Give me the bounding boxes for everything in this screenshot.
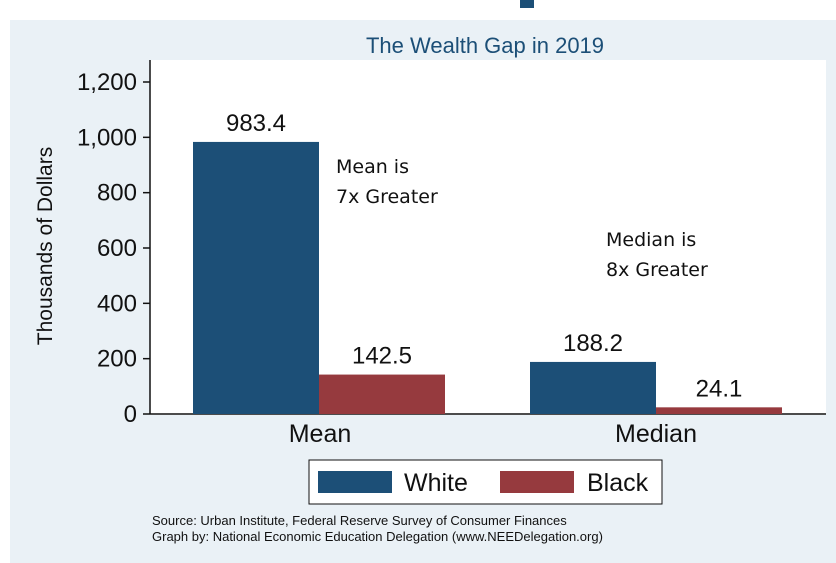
legend-label-black: Black [587,469,649,497]
legend-swatch-white [318,471,392,493]
legend: White Black [308,459,663,505]
category-label-median: Median [615,420,697,448]
y-tick-label: 600 [97,235,137,262]
chart-title: The Wealth Gap in 2019 [366,33,604,58]
y-tick-label: 200 [97,346,137,373]
y-axis-ticks: 0 200 400 600 800 1,000 1,200 [77,69,150,428]
y-tick-label: 1,000 [77,124,137,151]
y-tick-label: 800 [97,180,137,207]
bar-white-mean [193,141,319,414]
bar-black-mean [319,374,445,414]
bar-white-median [530,361,656,414]
header-fragment [520,0,534,8]
y-tick-label: 1,200 [77,69,137,96]
y-axis-label: Thousands of Dollars [34,147,57,345]
legend-swatch-black [500,471,574,493]
annotation-mean-line1: Mean is [336,156,409,178]
bar-black-median [656,407,782,414]
annotation-median-line2: 8x Greater [606,259,708,281]
credit-line: Graph by: National Economic Education De… [152,529,603,544]
data-labels: 983.4 142.5 188.2 24.1 [226,110,742,402]
annotation-median-line1: Median is [606,229,696,251]
bars [193,141,782,414]
data-label-white-median: 188.2 [563,330,623,357]
data-label-white-mean: 983.4 [226,110,286,137]
data-label-black-median: 24.1 [696,375,743,402]
legend-label-white: White [404,469,468,497]
y-tick-label: 0 [124,401,137,428]
annotation-mean-line2: 7x Greater [336,186,438,208]
data-label-black-mean: 142.5 [352,343,412,370]
category-label-mean: Mean [289,420,352,448]
y-tick-label: 400 [97,290,137,317]
source-line: Source: Urban Institute, Federal Reserve… [152,513,567,528]
